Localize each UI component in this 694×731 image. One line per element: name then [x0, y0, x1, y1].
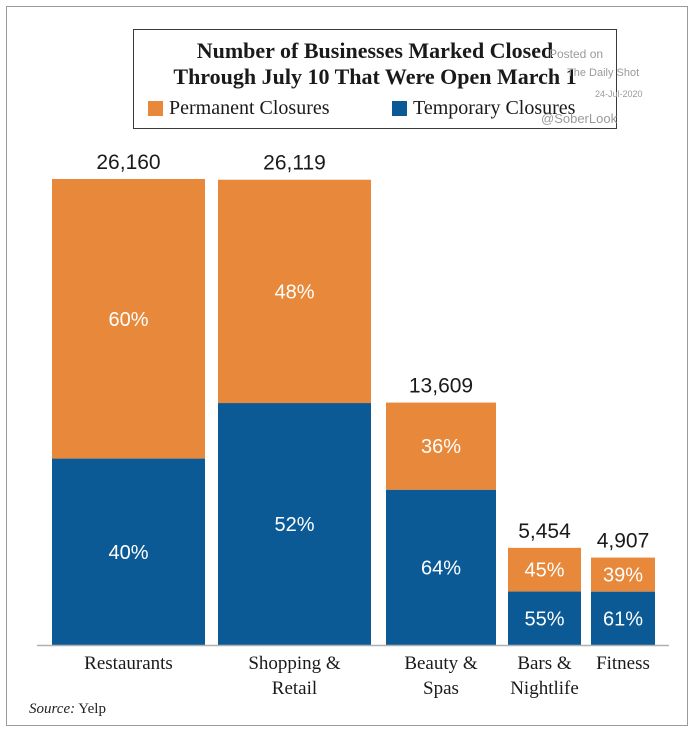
source-text: Yelp [78, 701, 106, 717]
category-label-2-0: Beauty & [404, 653, 478, 674]
legend-item-temporary: Temporary Closures [392, 96, 575, 120]
chart-frame: 60% 40% 26,160 Restaurants 48% 52% 26,119 Shopp… [6, 6, 688, 726]
data-label-permanent-3: 45% [524, 560, 564, 582]
category-label-2-1: Spas [423, 678, 459, 699]
data-label-permanent-2: 36% [421, 436, 461, 458]
legend-label-permanent: Permanent Closures [169, 96, 330, 119]
watermark-handle: @SoberLook [541, 111, 618, 126]
category-label-3-0: Bars & [517, 653, 572, 674]
category-label-0-0: Restaurants [84, 653, 173, 674]
bar-permanent-2 [386, 402, 496, 490]
data-label-temporary-3: 55% [524, 608, 564, 630]
category-label-4-0: Fitness [596, 653, 650, 674]
bar-permanent-0 [52, 179, 205, 459]
legend: Permanent Closures Temporary Closures [134, 96, 616, 120]
data-label-permanent-1: 48% [274, 281, 314, 303]
data-label-temporary-2: 64% [421, 557, 461, 579]
chart-header-box: Number of Businesses Marked Closed Throu… [133, 29, 617, 129]
chart-title-line-2: Through July 10 That Were Open March 1 [173, 64, 577, 89]
data-label-temporary-0: 40% [108, 542, 148, 564]
category-label-1-0: Shopping & [248, 653, 341, 674]
source-note: Source: Yelp [29, 701, 106, 718]
data-label-permanent-0: 60% [108, 309, 148, 331]
bar-permanent-4 [591, 557, 655, 592]
legend-swatch-permanent [148, 100, 163, 116]
bar-permanent-3 [508, 547, 581, 592]
chart-plot: 60% 40% 26,160 Restaurants 48% 52% 26,119 Shopp… [37, 151, 669, 699]
total-label-4: 4,907 [597, 530, 650, 553]
category-label-1-1: Retail [272, 678, 317, 699]
bar-temporary-2 [386, 489, 496, 645]
bar-temporary-3 [508, 591, 581, 645]
data-label-permanent-4: 39% [603, 565, 643, 587]
watermark-date: 24-Jul-2020 [595, 89, 643, 99]
chart-title-line-1: Number of Businesses Marked Closed [196, 38, 554, 63]
category-label-3-1: Nightlife [510, 678, 579, 699]
bar-permanent-1 [218, 179, 371, 404]
total-label-3: 5,454 [518, 520, 571, 543]
data-label-temporary-1: 52% [274, 514, 314, 536]
watermark-line-1: Posted on [549, 47, 604, 61]
legend-label-temporary: Temporary Closures [413, 96, 576, 119]
legend-swatch-temporary [392, 100, 407, 116]
watermark-line-2: The Daily Shot [567, 67, 640, 79]
data-label-temporary-4: 61% [603, 608, 643, 630]
source-prefix: Source: [29, 701, 76, 717]
bar-temporary-1 [218, 403, 371, 645]
total-label-0: 26,160 [96, 151, 160, 174]
bar-temporary-0 [52, 458, 205, 645]
total-label-1: 26,119 [263, 152, 326, 175]
legend-item-permanent: Permanent Closures [148, 96, 330, 120]
bar-temporary-4 [591, 591, 655, 645]
total-label-2: 13,609 [409, 375, 473, 398]
